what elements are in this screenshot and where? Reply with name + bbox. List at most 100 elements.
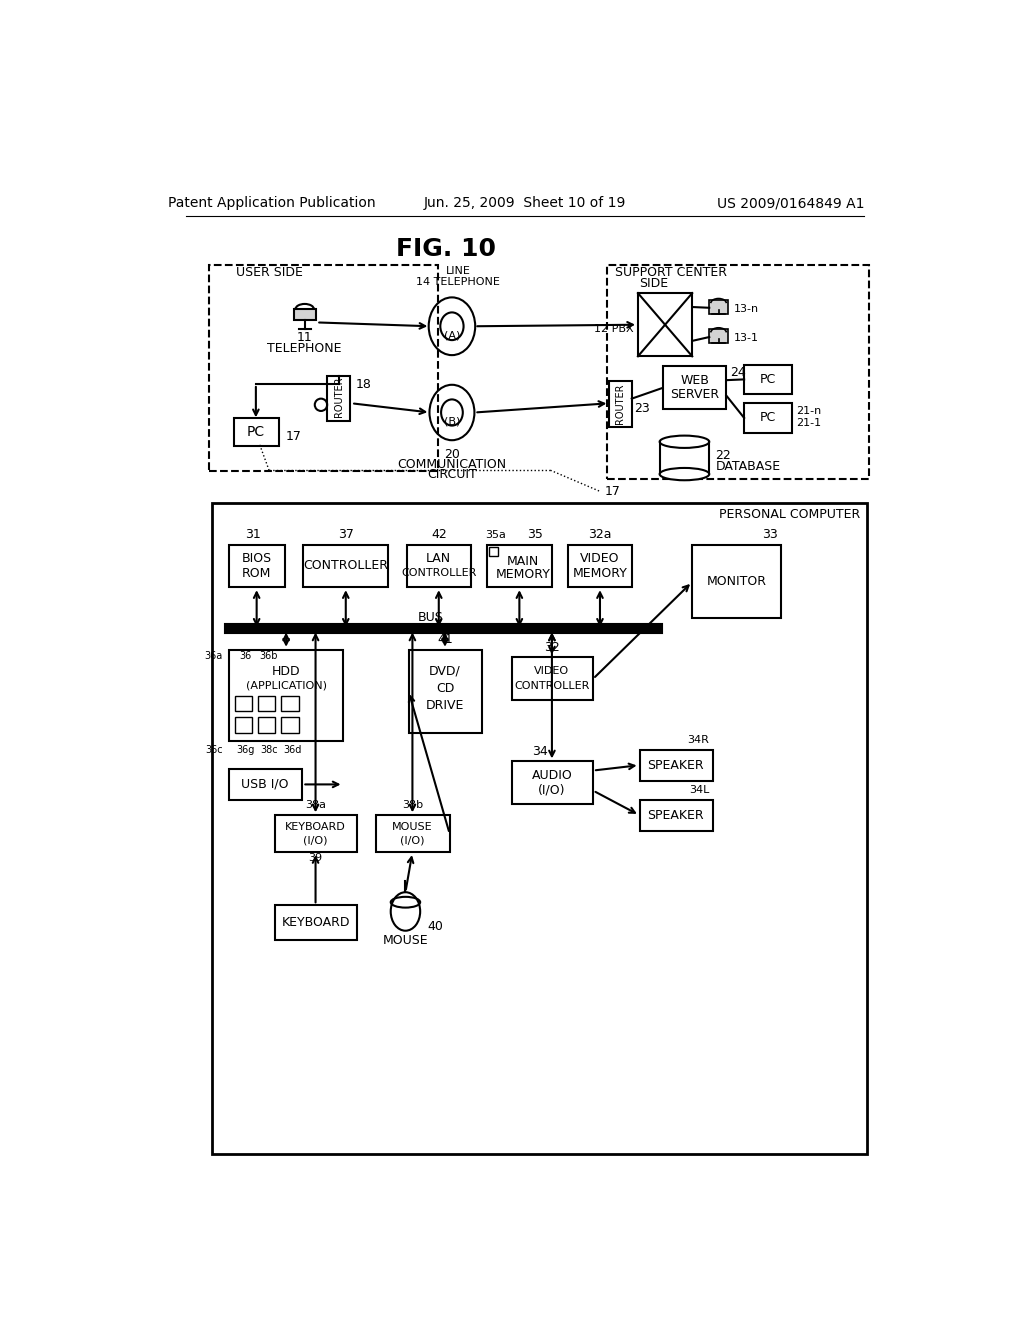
Text: 14 TELEPHONE: 14 TELEPHONE	[416, 277, 500, 286]
Text: 35: 35	[527, 528, 543, 541]
Text: MOUSE: MOUSE	[383, 935, 428, 948]
Text: USER SIDE: USER SIDE	[237, 265, 303, 279]
Text: PERSONAL COMPUTER: PERSONAL COMPUTER	[719, 508, 860, 521]
Text: 38b: 38b	[401, 800, 423, 810]
Text: 12 PBX: 12 PBX	[595, 323, 634, 334]
Text: 24: 24	[730, 366, 745, 379]
Text: 36a: 36a	[205, 651, 222, 661]
Text: 36c: 36c	[205, 744, 222, 755]
Bar	[234, 718, 252, 733]
Text: US 2009/0164849 A1: US 2009/0164849 A1	[717, 197, 864, 210]
Text: 40: 40	[427, 920, 443, 933]
Bar	[234, 696, 252, 711]
Text: SERVER: SERVER	[670, 388, 719, 401]
Ellipse shape	[659, 469, 710, 480]
Text: 32: 32	[544, 640, 560, 653]
Text: LAN: LAN	[426, 552, 452, 565]
Text: PC: PC	[760, 372, 776, 385]
Text: 41: 41	[437, 634, 453, 647]
Text: AUDIO: AUDIO	[531, 768, 572, 781]
Text: BIOS: BIOS	[242, 552, 271, 565]
Text: 23: 23	[634, 403, 650, 416]
Text: 21-1: 21-1	[796, 417, 821, 428]
Bar	[512, 657, 593, 700]
Bar	[638, 293, 692, 356]
Bar	[512, 762, 593, 804]
Bar	[328, 376, 350, 421]
Text: ROUTER: ROUTER	[615, 384, 625, 424]
Text: DRIVE: DRIVE	[426, 698, 464, 711]
Text: MONITOR: MONITOR	[707, 574, 766, 587]
Bar	[228, 770, 302, 800]
Text: BUS: BUS	[418, 611, 443, 624]
Text: (APPLICATION): (APPLICATION)	[246, 680, 327, 690]
Text: CD: CD	[436, 681, 455, 694]
Bar	[376, 816, 450, 853]
Bar	[275, 816, 356, 853]
Bar	[228, 649, 343, 741]
Bar	[282, 696, 299, 711]
Text: (I/O): (I/O)	[400, 836, 425, 846]
Text: 34: 34	[532, 744, 548, 758]
Bar	[744, 404, 793, 433]
Bar	[294, 309, 315, 321]
Text: 39: 39	[308, 853, 323, 863]
Bar	[212, 503, 866, 1154]
Text: 13-n: 13-n	[734, 304, 759, 314]
Bar	[409, 649, 482, 733]
Bar	[258, 696, 275, 711]
Text: LINE: LINE	[445, 265, 471, 276]
Bar	[282, 718, 299, 733]
Bar	[710, 300, 728, 314]
Text: 36: 36	[240, 651, 252, 661]
Text: 11: 11	[297, 331, 312, 345]
Bar	[209, 265, 438, 471]
Bar	[744, 364, 793, 395]
Text: 34L: 34L	[689, 785, 710, 795]
Text: CONTROLLER: CONTROLLER	[514, 681, 590, 690]
Text: DATABASE: DATABASE	[716, 459, 780, 473]
Text: SIDE: SIDE	[640, 277, 669, 290]
Text: (A): (A)	[443, 330, 460, 341]
Text: SPEAKER: SPEAKER	[647, 809, 705, 822]
Text: MAIN: MAIN	[507, 556, 540, 569]
Text: (I/O): (I/O)	[539, 783, 565, 796]
Bar	[608, 381, 632, 428]
Text: 35a: 35a	[485, 529, 506, 540]
Bar	[640, 750, 713, 780]
Text: ROUTER: ROUTER	[334, 376, 344, 417]
Text: 17: 17	[604, 484, 621, 498]
Bar	[710, 330, 728, 343]
Text: 36g: 36g	[237, 744, 255, 755]
Text: PC: PC	[247, 425, 265, 438]
Text: PC: PC	[760, 412, 776, 425]
Bar	[607, 264, 869, 479]
Text: Jun. 25, 2009  Sheet 10 of 19: Jun. 25, 2009 Sheet 10 of 19	[424, 197, 626, 210]
Bar	[258, 718, 275, 733]
Text: Patent Application Publication: Patent Application Publication	[168, 197, 375, 210]
Bar	[407, 545, 471, 587]
Text: 17: 17	[286, 430, 301, 444]
Text: MOUSE: MOUSE	[392, 822, 433, 832]
Bar	[568, 545, 632, 587]
Text: 32a: 32a	[588, 528, 611, 541]
Text: 42: 42	[431, 528, 446, 541]
Text: WEB: WEB	[680, 374, 709, 387]
Text: 22: 22	[716, 449, 731, 462]
Bar	[640, 800, 713, 830]
Text: ROM: ROM	[242, 566, 271, 579]
Text: 38a: 38a	[305, 800, 326, 810]
Text: 33: 33	[762, 528, 777, 541]
Text: VIDEO: VIDEO	[535, 667, 569, 676]
Text: CONTROLLER: CONTROLLER	[303, 560, 388, 573]
Text: SPEAKER: SPEAKER	[647, 759, 705, 772]
Text: 13-1: 13-1	[734, 333, 759, 343]
Text: (B): (B)	[443, 417, 460, 426]
Bar	[692, 545, 781, 618]
Text: FIG. 10: FIG. 10	[395, 238, 496, 261]
Bar	[663, 367, 726, 409]
Text: TELEPHONE: TELEPHONE	[267, 342, 342, 355]
Text: 21-n: 21-n	[796, 407, 821, 416]
Text: VIDEO: VIDEO	[581, 552, 620, 565]
Text: 37: 37	[338, 528, 353, 541]
